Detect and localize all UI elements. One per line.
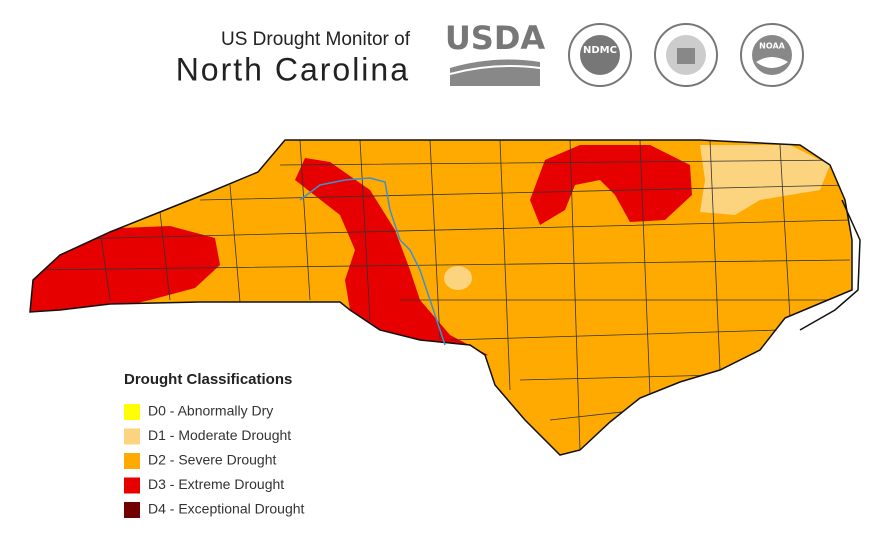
legend-label: D2 - Severe Drought: [148, 452, 277, 468]
map: [29, 139, 861, 456]
legend-label: D1 - Moderate Drought: [148, 427, 291, 443]
logo-text: USDA: [445, 19, 546, 57]
title: North Carolina: [176, 51, 410, 87]
subtitle: US Drought Monitor of: [221, 29, 411, 50]
legend-swatch: [124, 477, 140, 494]
noaa-logo: NOAA: [740, 23, 804, 87]
legend-label: D3 - Extreme Drought: [148, 476, 284, 492]
legend-swatch: [124, 428, 140, 445]
usda-logo: USDA: [445, 19, 546, 86]
logo-text: NOAA: [759, 42, 785, 51]
logo-text: NDMC: [583, 45, 617, 56]
legend-title: Drought Classifications: [124, 371, 292, 388]
legend-label: D0 - Abnormally Dry: [148, 403, 273, 419]
legend: Drought Classifications D0 - Abnormally …: [124, 371, 305, 518]
legend-swatch: [124, 502, 140, 518]
ndmc-logo: NDMC: [568, 23, 632, 87]
legend-swatch: [124, 453, 140, 469]
legend-label: D4 - Exceptional Drought: [148, 501, 305, 517]
doc-logo: [654, 23, 718, 87]
legend-swatch: [124, 404, 140, 420]
